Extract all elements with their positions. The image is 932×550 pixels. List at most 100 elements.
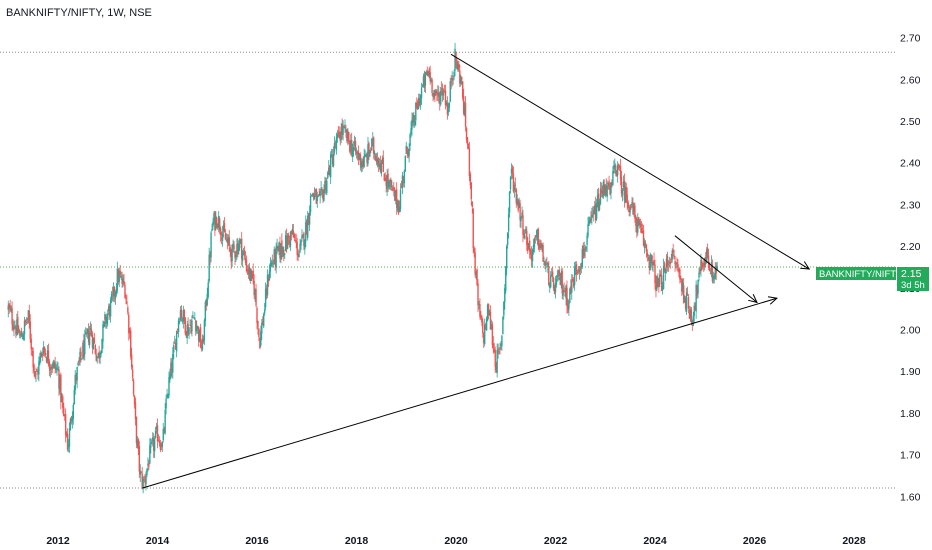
candle-body bbox=[137, 439, 140, 449]
candle-body bbox=[710, 262, 713, 275]
candle-body bbox=[74, 374, 76, 391]
candle-body bbox=[457, 64, 459, 71]
candle-body bbox=[506, 246, 508, 269]
candle-body bbox=[576, 272, 579, 273]
candle-body bbox=[233, 244, 235, 250]
candle-body bbox=[191, 320, 193, 332]
candle-body bbox=[86, 333, 88, 334]
candle-body bbox=[121, 278, 123, 284]
candle-body bbox=[296, 241, 298, 256]
candle-body bbox=[193, 317, 195, 319]
candle-body bbox=[557, 272, 560, 274]
candle-body bbox=[299, 243, 301, 252]
candle-body bbox=[382, 157, 384, 172]
candle-body bbox=[631, 201, 633, 205]
candle-body bbox=[392, 187, 394, 191]
candle-body bbox=[531, 249, 534, 262]
candle-body bbox=[238, 245, 240, 252]
candle-body bbox=[381, 159, 384, 165]
candle-body bbox=[690, 309, 693, 322]
candle-body bbox=[501, 335, 503, 346]
candle-body bbox=[54, 362, 56, 369]
y-tick-label: 2.20 bbox=[900, 241, 921, 253]
candle-body bbox=[251, 271, 253, 273]
candle-body bbox=[681, 279, 683, 292]
candle-body bbox=[407, 151, 409, 156]
candle-body bbox=[161, 441, 163, 448]
candle-body bbox=[537, 229, 539, 246]
candles bbox=[7, 42, 718, 494]
candle-body bbox=[477, 283, 479, 306]
candle-body bbox=[180, 309, 183, 319]
candle-body bbox=[205, 301, 207, 306]
candle-body bbox=[214, 211, 216, 231]
y-tick-label: 1.60 bbox=[900, 491, 921, 503]
candle-body bbox=[267, 277, 270, 282]
candle-body bbox=[162, 428, 164, 441]
candle-body bbox=[550, 274, 553, 276]
candle-body bbox=[584, 248, 586, 251]
candle-body bbox=[676, 262, 678, 264]
y-tick-label: 1.70 bbox=[900, 450, 921, 462]
chart-title: BANKNIFTY/NIFTY, 1W, NSE bbox=[6, 7, 152, 19]
candle-body bbox=[713, 275, 716, 278]
candle-body bbox=[114, 291, 117, 299]
price-axis[interactable]: 2.702.602.502.402.302.202.102.001.901.80… bbox=[895, 0, 932, 526]
candle-body bbox=[135, 417, 138, 444]
time-axis[interactable]: 2012 2014 2016 2018 2020 2022 2024 2026 2028 bbox=[0, 526, 932, 550]
candle-body bbox=[416, 104, 418, 106]
candle-body bbox=[182, 310, 185, 322]
candle-body bbox=[201, 338, 204, 350]
candle-body bbox=[104, 314, 106, 320]
candle-body bbox=[198, 329, 201, 343]
candle-body bbox=[342, 126, 344, 135]
candle-body bbox=[284, 253, 286, 255]
candle-body bbox=[277, 246, 279, 250]
candle-body bbox=[613, 165, 615, 169]
candle-body bbox=[594, 205, 596, 211]
candle-body bbox=[136, 440, 139, 446]
candle-body bbox=[134, 402, 137, 420]
trendline-arrow-1 bbox=[767, 296, 778, 305]
candle-body bbox=[9, 305, 11, 310]
candle-body bbox=[164, 409, 166, 434]
candle-body bbox=[216, 218, 218, 228]
candle-body bbox=[250, 270, 252, 282]
candle-body bbox=[92, 338, 95, 350]
candle-body bbox=[242, 251, 245, 253]
candle-body bbox=[307, 215, 309, 238]
candle-body bbox=[266, 275, 269, 296]
candle-body bbox=[420, 88, 423, 99]
candle-body bbox=[352, 147, 355, 150]
candle-body bbox=[109, 299, 112, 317]
candle-body bbox=[337, 131, 340, 133]
candle-body bbox=[308, 212, 311, 225]
candle-body bbox=[358, 153, 361, 161]
candle-body bbox=[131, 369, 134, 378]
candle-body bbox=[371, 138, 373, 151]
candle-body bbox=[129, 330, 131, 333]
candle-body bbox=[660, 275, 663, 292]
candle-body bbox=[398, 206, 401, 212]
candle-body bbox=[319, 191, 321, 197]
candle-body bbox=[484, 326, 487, 329]
trendline-arrow-0 bbox=[800, 261, 811, 270]
candle-body bbox=[96, 356, 98, 359]
candle-body bbox=[281, 240, 283, 255]
candle-body bbox=[292, 230, 295, 238]
candle-body bbox=[8, 304, 10, 308]
candle-body bbox=[119, 270, 121, 276]
candle-body bbox=[148, 463, 150, 467]
candle-body bbox=[415, 102, 417, 121]
candle-body bbox=[592, 213, 594, 215]
candle-body bbox=[143, 478, 145, 480]
candle-body bbox=[343, 126, 345, 128]
candle-body bbox=[145, 476, 147, 485]
candle-body bbox=[279, 243, 281, 259]
candle-body bbox=[467, 143, 470, 148]
trendlines[interactable] bbox=[142, 53, 811, 489]
candle-body bbox=[265, 287, 268, 296]
candle-body bbox=[312, 193, 315, 198]
candle-body bbox=[330, 155, 333, 158]
